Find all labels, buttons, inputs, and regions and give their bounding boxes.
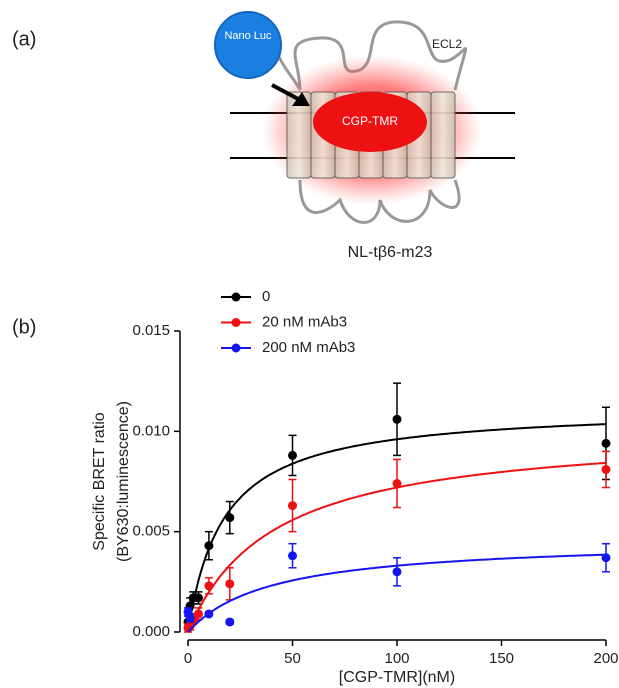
x-axis-label: [CGP-TMR](nM) <box>339 669 455 686</box>
data-point <box>193 593 203 603</box>
construct-label: NL-tβ6-m23 <box>348 244 433 261</box>
legend-label: 200 nM mAb3 <box>262 339 355 356</box>
y-tick-label: 0.010 <box>132 422 170 439</box>
data-point <box>193 609 203 619</box>
legend-marker <box>231 292 241 302</box>
x-tick-label: 0 <box>184 650 192 667</box>
data-point <box>288 551 297 561</box>
x-tick-label: 50 <box>284 650 301 667</box>
y-tick-label: 0.015 <box>132 322 170 339</box>
data-point <box>601 438 611 448</box>
y-axis-label: Specific BRET ratio <box>91 412 108 551</box>
legend-marker <box>231 318 241 327</box>
legend-label: 20 nM mAb3 <box>262 313 347 330</box>
data-point <box>601 464 611 474</box>
data-point <box>392 479 402 489</box>
y-tick-label: 0.000 <box>132 623 170 640</box>
data-point <box>225 513 235 523</box>
y-tick-label: 0.005 <box>132 523 170 540</box>
data-point <box>204 609 214 619</box>
panel-label: (a) <box>12 28 36 50</box>
data-point <box>204 541 214 551</box>
data-point <box>392 414 402 424</box>
data-point <box>601 553 611 563</box>
x-tick-label: 150 <box>489 650 514 667</box>
loop-label: ECL2 <box>432 37 462 51</box>
data-point <box>288 501 297 511</box>
nano-luc-label: Nano Luc <box>224 30 272 42</box>
legend-label: 0 <box>262 288 270 305</box>
receptor-diagram <box>214 11 515 224</box>
data-point <box>288 450 297 460</box>
x-tick-label: 200 <box>593 650 618 667</box>
data-point <box>392 567 402 577</box>
legend-marker <box>231 343 241 353</box>
data-point <box>225 579 235 589</box>
data-point <box>225 617 235 627</box>
data-point <box>185 613 195 623</box>
panel-label: (b) <box>12 316 36 338</box>
x-tick-label: 100 <box>384 650 409 667</box>
y-axis-label: (BY630:luminescence) <box>115 401 132 562</box>
ligand-label: CGP-TMR <box>342 114 398 128</box>
data-point <box>204 581 214 591</box>
